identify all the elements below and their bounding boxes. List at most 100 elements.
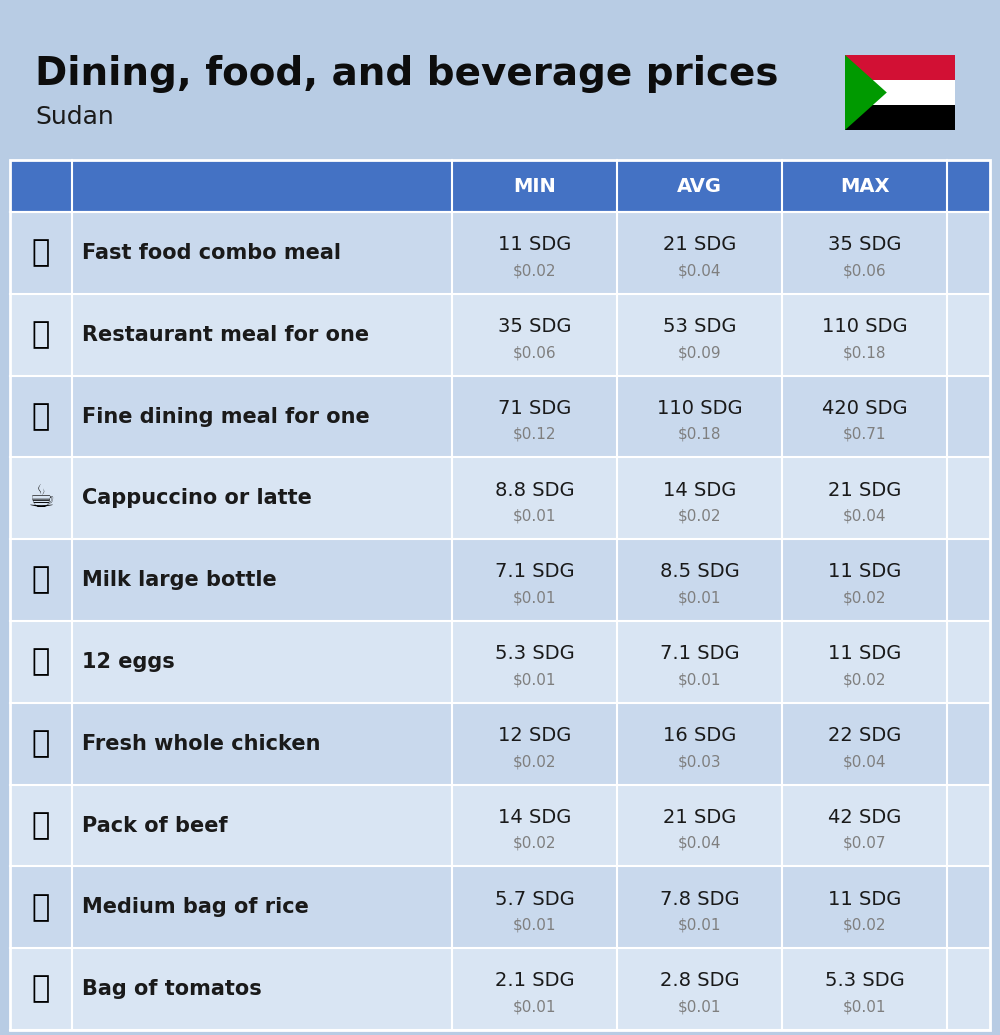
Text: Sudan: Sudan	[35, 105, 114, 129]
Text: 🍅: 🍅	[32, 975, 50, 1004]
Text: $0.02: $0.02	[513, 836, 556, 851]
Text: $0.01: $0.01	[513, 1000, 556, 1014]
Text: 16 SDG: 16 SDG	[663, 726, 736, 745]
Text: $0.09: $0.09	[678, 346, 721, 360]
Text: $0.71: $0.71	[843, 427, 886, 442]
Text: 5.3 SDG: 5.3 SDG	[495, 644, 574, 663]
Text: ☕: ☕	[27, 483, 55, 512]
Text: Restaurant meal for one: Restaurant meal for one	[82, 325, 369, 345]
Text: 5.3 SDG: 5.3 SDG	[825, 972, 904, 990]
Bar	[10, 160, 452, 212]
Text: 21 SDG: 21 SDG	[663, 235, 736, 255]
Text: 11 SDG: 11 SDG	[828, 890, 901, 909]
Bar	[845, 80, 955, 105]
Text: 🍳: 🍳	[32, 320, 50, 349]
Text: $0.06: $0.06	[513, 346, 556, 360]
Text: $0.04: $0.04	[843, 509, 886, 524]
Polygon shape	[845, 55, 887, 130]
Bar	[10, 457, 990, 539]
Text: 22 SDG: 22 SDG	[828, 726, 901, 745]
Bar	[10, 539, 990, 621]
Text: $0.04: $0.04	[678, 836, 721, 851]
Text: $0.02: $0.02	[678, 509, 721, 524]
Text: $0.01: $0.01	[678, 591, 721, 605]
Text: 2.1 SDG: 2.1 SDG	[495, 972, 574, 990]
Text: $0.18: $0.18	[843, 346, 886, 360]
Bar	[10, 160, 990, 212]
Bar	[10, 785, 990, 866]
Text: 21 SDG: 21 SDG	[828, 480, 901, 500]
Text: 7.1 SDG: 7.1 SDG	[660, 644, 739, 663]
Text: 🍗: 🍗	[32, 730, 50, 759]
Text: 8.8 SDG: 8.8 SDG	[495, 480, 574, 500]
Text: 14 SDG: 14 SDG	[498, 808, 571, 827]
Text: $0.01: $0.01	[678, 1000, 721, 1014]
Text: $0.01: $0.01	[513, 591, 556, 605]
Text: $0.01: $0.01	[843, 1000, 886, 1014]
Bar	[845, 55, 955, 80]
Bar	[10, 376, 990, 457]
Text: $0.01: $0.01	[678, 673, 721, 687]
Text: $0.06: $0.06	[843, 263, 886, 278]
Bar	[10, 160, 990, 1030]
Bar	[10, 212, 990, 294]
Text: $0.12: $0.12	[513, 427, 556, 442]
Text: $0.18: $0.18	[678, 427, 721, 442]
Text: Fresh whole chicken: Fresh whole chicken	[82, 734, 320, 753]
Text: 53 SDG: 53 SDG	[663, 317, 736, 336]
Text: 71 SDG: 71 SDG	[498, 398, 571, 418]
Text: $0.02: $0.02	[843, 918, 886, 933]
Text: 12 SDG: 12 SDG	[498, 726, 571, 745]
Bar	[10, 621, 990, 703]
Text: 🍚: 🍚	[32, 893, 50, 922]
Text: 11 SDG: 11 SDG	[828, 644, 901, 663]
Text: 7.1 SDG: 7.1 SDG	[495, 562, 574, 582]
Text: $0.04: $0.04	[843, 755, 886, 769]
Text: $0.02: $0.02	[843, 673, 886, 687]
Text: 110 SDG: 110 SDG	[822, 317, 907, 336]
Text: AVG: AVG	[677, 177, 722, 196]
Text: Bag of tomatos: Bag of tomatos	[82, 979, 262, 999]
Text: Fast food combo meal: Fast food combo meal	[82, 243, 341, 263]
Bar	[10, 948, 990, 1030]
Text: MAX: MAX	[840, 177, 889, 196]
Text: 21 SDG: 21 SDG	[663, 808, 736, 827]
Bar	[10, 866, 990, 948]
Text: $0.02: $0.02	[513, 755, 556, 769]
Text: $0.04: $0.04	[678, 263, 721, 278]
Text: 110 SDG: 110 SDG	[657, 398, 742, 418]
Text: 12 eggs: 12 eggs	[82, 652, 175, 672]
Text: 🍽️: 🍽️	[32, 402, 50, 431]
Text: $0.01: $0.01	[513, 673, 556, 687]
Text: 🍔: 🍔	[32, 238, 50, 267]
Text: 7.8 SDG: 7.8 SDG	[660, 890, 739, 909]
Text: Dining, food, and beverage prices: Dining, food, and beverage prices	[35, 55, 778, 93]
Text: $0.01: $0.01	[678, 918, 721, 933]
Text: 35 SDG: 35 SDG	[498, 317, 571, 336]
Text: 8.5 SDG: 8.5 SDG	[660, 562, 739, 582]
Text: $0.07: $0.07	[843, 836, 886, 851]
Text: Fine dining meal for one: Fine dining meal for one	[82, 407, 370, 426]
Text: 🥩: 🥩	[32, 811, 50, 840]
Text: MIN: MIN	[513, 177, 556, 196]
Text: 42 SDG: 42 SDG	[828, 808, 901, 827]
Text: 35 SDG: 35 SDG	[828, 235, 901, 255]
Text: $0.01: $0.01	[513, 509, 556, 524]
Bar	[845, 105, 955, 130]
Text: Pack of beef: Pack of beef	[82, 816, 228, 835]
Text: $0.03: $0.03	[678, 755, 721, 769]
Bar	[10, 703, 990, 785]
Text: Milk large bottle: Milk large bottle	[82, 570, 277, 590]
Text: 🥛: 🥛	[32, 565, 50, 594]
Text: 🥚: 🥚	[32, 648, 50, 677]
Text: 14 SDG: 14 SDG	[663, 480, 736, 500]
Text: 420 SDG: 420 SDG	[822, 398, 907, 418]
Bar	[10, 294, 990, 376]
Text: $0.02: $0.02	[513, 263, 556, 278]
Text: Medium bag of rice: Medium bag of rice	[82, 897, 309, 917]
Text: 11 SDG: 11 SDG	[498, 235, 571, 255]
Text: $0.02: $0.02	[843, 591, 886, 605]
Text: $0.01: $0.01	[513, 918, 556, 933]
Text: Cappuccino or latte: Cappuccino or latte	[82, 489, 312, 508]
Text: 11 SDG: 11 SDG	[828, 562, 901, 582]
